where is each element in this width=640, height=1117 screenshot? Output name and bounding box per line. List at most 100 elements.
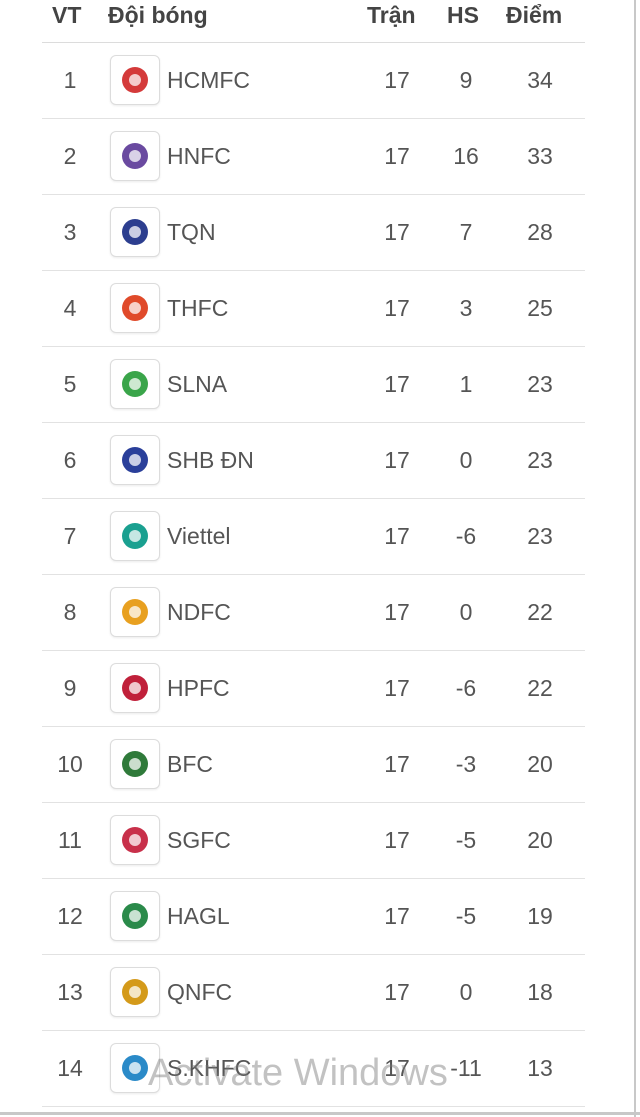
team-logo-icon[interactable] bbox=[110, 663, 160, 713]
table-header: VT Đội bóng Trận HS Điểm bbox=[42, 0, 585, 43]
team-logo-icon[interactable] bbox=[110, 891, 160, 941]
goal-difference: -3 bbox=[455, 751, 477, 777]
team-name[interactable]: HPFC bbox=[167, 675, 230, 701]
position: 7 bbox=[63, 523, 77, 549]
matches-played: 17 bbox=[384, 447, 410, 473]
goal-difference: 0 bbox=[459, 979, 473, 1005]
table-body: 1 HCMFC 17 9 34 2 HNFC 17 16 33 3 TQN 17 7 28 4 THFC 17 3 2… bbox=[42, 43, 585, 1107]
matches-played: 17 bbox=[384, 143, 410, 169]
points: 20 bbox=[527, 751, 553, 777]
position: 5 bbox=[63, 371, 77, 397]
table-row[interactable]: 2 HNFC 17 16 33 bbox=[42, 119, 585, 195]
team-name[interactable]: QNFC bbox=[167, 979, 233, 1005]
bottom-edge bbox=[0, 1112, 640, 1115]
team-logo-icon[interactable] bbox=[110, 131, 160, 181]
table-row[interactable]: 8 NDFC 17 0 22 bbox=[42, 575, 585, 651]
team-name[interactable]: HAGL bbox=[167, 903, 230, 929]
matches-played: 17 bbox=[384, 295, 410, 321]
header-position: VT bbox=[52, 2, 82, 28]
team-logo-icon[interactable] bbox=[110, 359, 160, 409]
position: 2 bbox=[63, 143, 77, 169]
points: 22 bbox=[527, 675, 553, 701]
points: 22 bbox=[527, 599, 553, 625]
standings-table: VT Đội bóng Trận HS Điểm 1 HCMFC 17 9 34 2 HNF… bbox=[42, 0, 585, 1107]
matches-played: 17 bbox=[384, 67, 410, 93]
team-logo-icon[interactable] bbox=[110, 815, 160, 865]
team-name[interactable]: HNFC bbox=[167, 143, 231, 169]
team-name[interactable]: SLNA bbox=[167, 371, 228, 397]
matches-played: 17 bbox=[384, 903, 410, 929]
matches-played: 17 bbox=[384, 599, 410, 625]
table-row[interactable]: 1 HCMFC 17 9 34 bbox=[42, 43, 585, 119]
matches-played: 17 bbox=[384, 827, 410, 853]
position: 9 bbox=[63, 675, 77, 701]
goal-difference: 1 bbox=[459, 371, 473, 397]
team-logo-icon[interactable] bbox=[110, 511, 160, 561]
team-logo-icon[interactable] bbox=[110, 283, 160, 333]
points: 13 bbox=[527, 1055, 553, 1081]
team-logo-icon[interactable] bbox=[110, 739, 160, 789]
goal-difference: 7 bbox=[459, 219, 473, 245]
matches-played: 17 bbox=[384, 371, 410, 397]
team-name[interactable]: NDFC bbox=[167, 599, 231, 625]
team-name[interactable]: SGFC bbox=[167, 827, 231, 853]
team-name[interactable]: THFC bbox=[167, 295, 229, 321]
table-row[interactable]: 11 SGFC 17 -5 20 bbox=[42, 803, 585, 879]
team-logo-icon[interactable] bbox=[110, 967, 160, 1017]
points: 28 bbox=[527, 219, 553, 245]
goal-difference: -5 bbox=[455, 827, 477, 853]
table-row[interactable]: 13 QNFC 17 0 18 bbox=[42, 955, 585, 1031]
table-row[interactable]: 12 HAGL 17 -5 19 bbox=[42, 879, 585, 955]
position: 13 bbox=[57, 979, 83, 1005]
table-row[interactable]: 3 TQN 17 7 28 bbox=[42, 195, 585, 271]
team-name[interactable]: S.KHFC bbox=[167, 1055, 252, 1081]
team-name[interactable]: HCMFC bbox=[167, 67, 251, 93]
goal-difference: 9 bbox=[459, 67, 473, 93]
points: 20 bbox=[527, 827, 553, 853]
table-row[interactable]: 6 SHB ĐN 17 0 23 bbox=[42, 423, 585, 499]
matches-played: 17 bbox=[384, 675, 410, 701]
position: 4 bbox=[63, 295, 77, 321]
position: 12 bbox=[57, 903, 83, 929]
table-row[interactable]: 9 HPFC 17 -6 22 bbox=[42, 651, 585, 727]
position: 3 bbox=[63, 219, 77, 245]
header-played: Trận bbox=[367, 2, 416, 28]
team-logo-icon[interactable] bbox=[110, 587, 160, 637]
table-row[interactable]: 10 BFC 17 -3 20 bbox=[42, 727, 585, 803]
matches-played: 17 bbox=[384, 751, 410, 777]
points: 25 bbox=[527, 295, 553, 321]
goal-difference: 0 bbox=[459, 599, 473, 625]
team-logo-icon[interactable] bbox=[110, 55, 160, 105]
table-row[interactable]: 7 Viettel 17 -6 23 bbox=[42, 499, 585, 575]
goal-difference: -6 bbox=[455, 675, 477, 701]
table-row[interactable]: 5 SLNA 17 1 23 bbox=[42, 347, 585, 423]
points: 23 bbox=[527, 371, 553, 397]
points: 19 bbox=[527, 903, 553, 929]
team-name[interactable]: SHB ĐN bbox=[167, 447, 254, 473]
points: 23 bbox=[527, 447, 553, 473]
position: 14 bbox=[57, 1055, 83, 1081]
scroll-edge bbox=[634, 0, 636, 1117]
points: 18 bbox=[527, 979, 553, 1005]
matches-played: 17 bbox=[384, 523, 410, 549]
team-name[interactable]: BFC bbox=[167, 751, 213, 777]
team-logo-icon[interactable] bbox=[110, 207, 160, 257]
goal-difference: 3 bbox=[459, 295, 473, 321]
matches-played: 17 bbox=[384, 979, 410, 1005]
points: 34 bbox=[527, 67, 553, 93]
position: 8 bbox=[63, 599, 77, 625]
team-logo-icon[interactable] bbox=[110, 435, 160, 485]
goal-difference: -11 bbox=[450, 1055, 482, 1081]
points: 33 bbox=[527, 143, 553, 169]
table-row[interactable]: 4 THFC 17 3 25 bbox=[42, 271, 585, 347]
team-name[interactable]: Viettel bbox=[167, 523, 231, 549]
points: 23 bbox=[527, 523, 553, 549]
team-name[interactable]: TQN bbox=[167, 219, 216, 245]
team-logo-icon[interactable] bbox=[110, 1043, 160, 1093]
goal-difference: 0 bbox=[459, 447, 473, 473]
goal-difference: -5 bbox=[455, 903, 477, 929]
table-row[interactable]: 14 S.KHFC 17 -11 13 bbox=[42, 1031, 585, 1107]
goal-difference: -6 bbox=[455, 523, 477, 549]
position: 10 bbox=[57, 751, 83, 777]
matches-played: 17 bbox=[384, 1055, 410, 1081]
